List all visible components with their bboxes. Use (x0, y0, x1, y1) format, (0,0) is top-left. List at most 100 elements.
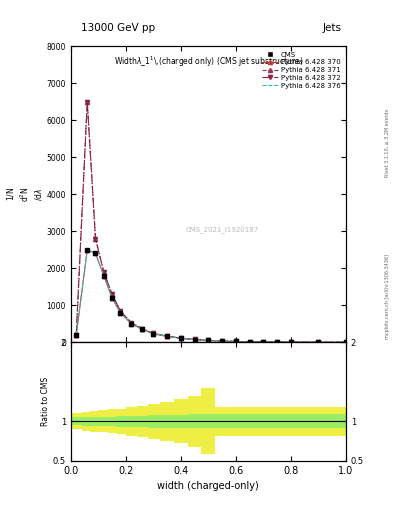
Pythia 6.428 370 (247, 338, 252, 345)
CMS (110, 295, 114, 301)
Pythia 6.428 372 (101, 269, 106, 275)
Pythia 6.428 371 (275, 339, 279, 345)
Pythia 6.428 372 (129, 319, 134, 326)
Pythia 6.428 372 (140, 326, 145, 332)
CMS (118, 310, 123, 316)
Bar (188, 414, 201, 429)
Pythia 6.428 376 (206, 337, 211, 344)
Pythia 6.428 370 (85, 247, 90, 253)
Bar (201, 414, 215, 429)
Bar (257, 407, 270, 436)
Pythia 6.428 370 (110, 295, 114, 301)
Pythia 6.428 370 (151, 331, 156, 337)
Pythia 6.428 376 (178, 335, 183, 342)
CMS (192, 336, 197, 343)
Pythia 6.428 371 (151, 330, 156, 336)
Pythia 6.428 372 (118, 308, 123, 314)
Bar (229, 414, 242, 429)
Text: Rivet 3.1.10, ≥ 3.2M events: Rivet 3.1.10, ≥ 3.2M events (385, 109, 390, 178)
Bar (242, 407, 256, 436)
CMS (288, 339, 293, 345)
Bar (257, 414, 270, 429)
Pythia 6.428 371 (129, 319, 134, 326)
Bar (284, 407, 305, 436)
Pythia 6.428 370 (316, 339, 321, 345)
Text: 13000 GeV pp: 13000 GeV pp (81, 23, 155, 33)
Pythia 6.428 376 (140, 326, 145, 332)
Pythia 6.428 371 (206, 337, 211, 344)
Bar (215, 414, 229, 429)
Bar (137, 416, 148, 427)
Pythia 6.428 370 (192, 336, 197, 343)
CMS (129, 321, 134, 327)
Bar (270, 407, 284, 436)
Line: Pythia 6.428 370: Pythia 6.428 370 (74, 248, 348, 345)
Bar (270, 414, 284, 429)
Bar (98, 410, 108, 432)
Pythia 6.428 372 (343, 339, 348, 345)
Pythia 6.428 376 (74, 332, 79, 338)
Bar (98, 417, 108, 426)
Pythia 6.428 370 (220, 338, 224, 344)
Pythia 6.428 376 (110, 295, 114, 301)
CMS (178, 335, 183, 342)
Pythia 6.428 370 (93, 250, 98, 257)
Bar (188, 396, 201, 446)
CMS (85, 247, 90, 253)
CMS (206, 337, 211, 344)
Bar (126, 416, 137, 427)
Pythia 6.428 370 (101, 272, 106, 279)
Pythia 6.428 371 (74, 332, 79, 338)
Text: mcplots.cern.ch [arXiv:1306.3436]: mcplots.cern.ch [arXiv:1306.3436] (385, 254, 390, 339)
Pythia 6.428 372 (74, 332, 79, 338)
Pythia 6.428 376 (220, 338, 224, 344)
Pythia 6.428 372 (178, 335, 183, 341)
Pythia 6.428 371 (192, 336, 197, 343)
CMS (93, 250, 98, 257)
Bar (108, 410, 116, 433)
Pythia 6.428 372 (110, 291, 114, 297)
CMS (101, 272, 106, 279)
CMS (275, 339, 279, 345)
Pythia 6.428 371 (165, 333, 169, 339)
Pythia 6.428 376 (129, 321, 134, 327)
Pythia 6.428 372 (93, 236, 98, 242)
Pythia 6.428 372 (85, 98, 90, 104)
CMS (220, 338, 224, 344)
Pythia 6.428 370 (343, 339, 348, 345)
CMS (165, 333, 169, 339)
Pythia 6.428 370 (74, 332, 79, 338)
Pythia 6.428 372 (261, 339, 266, 345)
Bar (160, 401, 174, 441)
Pythia 6.428 376 (316, 339, 321, 345)
Pythia 6.428 371 (101, 269, 106, 275)
Pythia 6.428 376 (261, 339, 266, 345)
Bar (148, 415, 160, 428)
Pythia 6.428 376 (343, 339, 348, 345)
Pythia 6.428 376 (233, 338, 238, 345)
Bar (305, 407, 332, 436)
Text: Jets: Jets (323, 23, 342, 33)
Bar (305, 414, 332, 429)
Pythia 6.428 376 (247, 338, 252, 345)
Pythia 6.428 371 (220, 338, 224, 344)
Bar (108, 417, 116, 426)
Line: Pythia 6.428 376: Pythia 6.428 376 (76, 250, 346, 342)
Pythia 6.428 371 (288, 339, 293, 345)
Line: Pythia 6.428 372: Pythia 6.428 372 (74, 99, 348, 345)
Pythia 6.428 370 (288, 339, 293, 345)
Pythia 6.428 376 (85, 247, 90, 253)
CMS (140, 326, 145, 332)
CMS (247, 338, 252, 345)
Pythia 6.428 376 (101, 272, 106, 279)
Bar (137, 406, 148, 437)
Legend: CMS, Pythia 6.428 370, Pythia 6.428 371, Pythia 6.428 372, Pythia 6.428 376: CMS, Pythia 6.428 370, Pythia 6.428 371,… (261, 50, 342, 91)
Pythia 6.428 376 (151, 331, 156, 337)
Y-axis label: Ratio to CMS: Ratio to CMS (41, 377, 50, 426)
Pythia 6.428 376 (93, 250, 98, 257)
CMS (233, 338, 238, 345)
X-axis label: width (charged-only): width (charged-only) (158, 481, 259, 491)
Bar (90, 411, 98, 432)
Bar (242, 414, 256, 429)
Pythia 6.428 371 (118, 308, 123, 314)
